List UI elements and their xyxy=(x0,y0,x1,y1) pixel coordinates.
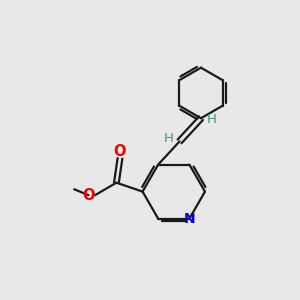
Text: H: H xyxy=(206,113,216,126)
Text: N: N xyxy=(184,212,196,226)
Text: O: O xyxy=(82,188,95,203)
Text: H: H xyxy=(164,132,174,145)
Text: O: O xyxy=(114,144,126,159)
